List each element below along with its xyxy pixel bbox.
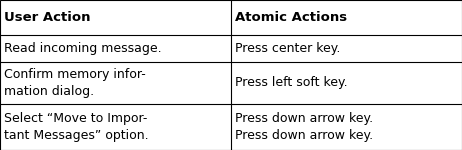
- Text: Select “Move to Impor-
tant Messages” option.: Select “Move to Impor- tant Messages” op…: [4, 112, 148, 142]
- Text: Press left soft key.: Press left soft key.: [235, 76, 347, 89]
- Text: User Action: User Action: [4, 11, 90, 24]
- Text: Press down arrow key.
Press down arrow key.: Press down arrow key. Press down arrow k…: [235, 112, 373, 142]
- Text: Press center key.: Press center key.: [235, 42, 340, 55]
- Text: Read incoming message.: Read incoming message.: [4, 42, 161, 55]
- Text: Confirm memory infor-
mation dialog.: Confirm memory infor- mation dialog.: [4, 68, 146, 98]
- Text: Atomic Actions: Atomic Actions: [235, 11, 347, 24]
